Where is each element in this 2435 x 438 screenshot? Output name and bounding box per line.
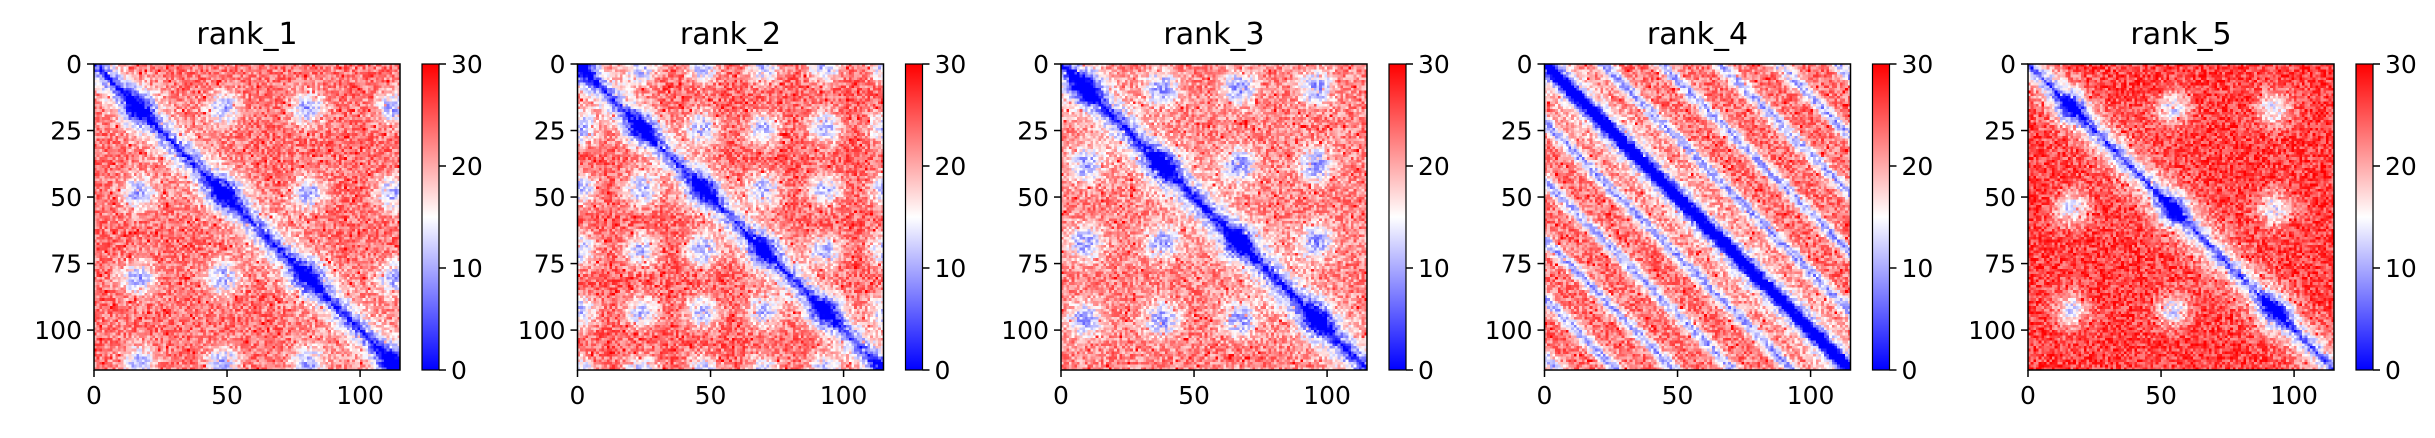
axes-frame	[2027, 63, 2335, 371]
colorbar-tick-label: 20	[451, 152, 483, 181]
axes-frame	[93, 63, 401, 371]
y-tick-label: 0	[1033, 50, 1049, 79]
x-tick-label: 0	[2020, 381, 2036, 410]
chart-title: rank_1	[196, 17, 297, 52]
heatmap-cells	[94, 64, 400, 370]
x-tick-label: 50	[211, 381, 243, 410]
y-tick-label: 75	[1017, 250, 1049, 279]
x-tick-label: 0	[1537, 381, 1553, 410]
y-tick-label: 50	[50, 183, 82, 212]
chart-panel-2: rank_2 0 25 50 75 100 0 50 100 0 10 20 30	[518, 17, 967, 410]
heatmap-cells	[1544, 64, 1851, 370]
colorbar-tick-label: 30	[1418, 50, 1450, 79]
y-tick-label: 100	[1001, 316, 1049, 345]
colorbar	[1388, 63, 1407, 371]
chart-panel-4: rank_4 0 25 50 75 100 0 50 100 0 10 20 30	[1485, 17, 1934, 410]
y-tick-label: 25	[534, 117, 566, 146]
colorbar	[1871, 63, 1891, 371]
y-tick-label: 50	[534, 183, 566, 212]
x-tick-label: 100	[820, 381, 868, 410]
colorbar-tick-label: 0	[935, 356, 951, 385]
x-tick-label: 50	[2145, 381, 2177, 410]
chart-title: rank_3	[1163, 17, 1264, 52]
colorbar-tick-label: 20	[2385, 152, 2417, 181]
y-tick-label: 50	[1017, 183, 1049, 212]
y-tick-label: 100	[1968, 316, 2016, 345]
x-tick-label: 0	[570, 381, 586, 410]
y-tick-label: 100	[1485, 316, 1533, 345]
x-tick-label: 100	[2270, 381, 2318, 410]
colorbar-tick-label: 20	[1418, 152, 1450, 181]
y-tick-label: 50	[1501, 183, 1533, 212]
chart-title: rank_5	[2130, 17, 2231, 52]
x-tick-label: 100	[1303, 381, 1351, 410]
y-tick-label: 75	[1501, 250, 1533, 279]
chart-title: rank_2	[680, 17, 781, 52]
colorbar	[2355, 63, 2374, 371]
y-tick-label: 25	[50, 117, 82, 146]
y-tick-label: 50	[1984, 183, 2016, 212]
y-tick-label: 0	[66, 50, 82, 79]
heatmap-cells	[2028, 64, 2334, 370]
colorbar-tick-label: 30	[2385, 50, 2417, 79]
x-tick-label: 100	[1787, 381, 1835, 410]
y-tick-label: 25	[1984, 117, 2016, 146]
colorbar-tick-label: 20	[1902, 152, 1934, 181]
x-tick-label: 100	[336, 381, 384, 410]
y-tick-label: 75	[534, 250, 566, 279]
axes-frame	[1543, 63, 1852, 371]
y-tick-label: 100	[34, 316, 82, 345]
x-tick-label: 50	[1662, 381, 1694, 410]
y-tick-label: 0	[1517, 50, 1533, 79]
x-tick-label: 50	[695, 381, 727, 410]
colorbar-tick-label: 30	[451, 50, 483, 79]
colorbar-tick-label: 10	[935, 254, 967, 283]
chart-title: rank_4	[1647, 17, 1748, 52]
y-tick-label: 0	[2000, 50, 2016, 79]
chart-panel-5: rank_5 0 25 50 75 100 0 50 100 0 10 20 30	[1968, 17, 2417, 410]
x-tick-label: 50	[1178, 381, 1210, 410]
chart-panel-1: rank_1 0 25 50 75 100 0 50 100 0 10 20 30	[34, 17, 483, 410]
colorbar-tick-label: 30	[935, 50, 967, 79]
x-tick-label: 0	[86, 381, 102, 410]
colorbar-tick-label: 10	[451, 254, 483, 283]
x-tick-label: 0	[1053, 381, 1069, 410]
colorbar-tick-label: 0	[1418, 356, 1434, 385]
y-tick-label: 100	[518, 316, 566, 345]
colorbar	[904, 63, 924, 371]
y-tick-label: 25	[1501, 117, 1533, 146]
y-tick-label: 75	[1984, 250, 2016, 279]
colorbar-tick-label: 10	[1902, 254, 1934, 283]
colorbar-tick-label: 0	[2385, 356, 2401, 385]
colorbar-tick-label: 0	[1902, 356, 1918, 385]
colorbar-tick-label: 30	[1902, 50, 1934, 79]
heatmap-cells	[1061, 64, 1367, 370]
colorbar-tick-label: 10	[2385, 254, 2417, 283]
axes-frame	[576, 63, 885, 371]
colorbar-tick-label: 10	[1418, 254, 1450, 283]
chart-panel-3: rank_3 0 25 50 75 100 0 50 100 0 10 20 30	[1001, 17, 1450, 410]
y-tick-label: 0	[550, 50, 566, 79]
colorbar-tick-label: 20	[935, 152, 967, 181]
y-tick-label: 75	[50, 250, 82, 279]
colorbar	[421, 63, 440, 371]
y-tick-label: 25	[1017, 117, 1049, 146]
heatmap-cells	[577, 64, 884, 370]
axes-frame	[1060, 63, 1368, 371]
colorbar-tick-label: 0	[451, 356, 467, 385]
